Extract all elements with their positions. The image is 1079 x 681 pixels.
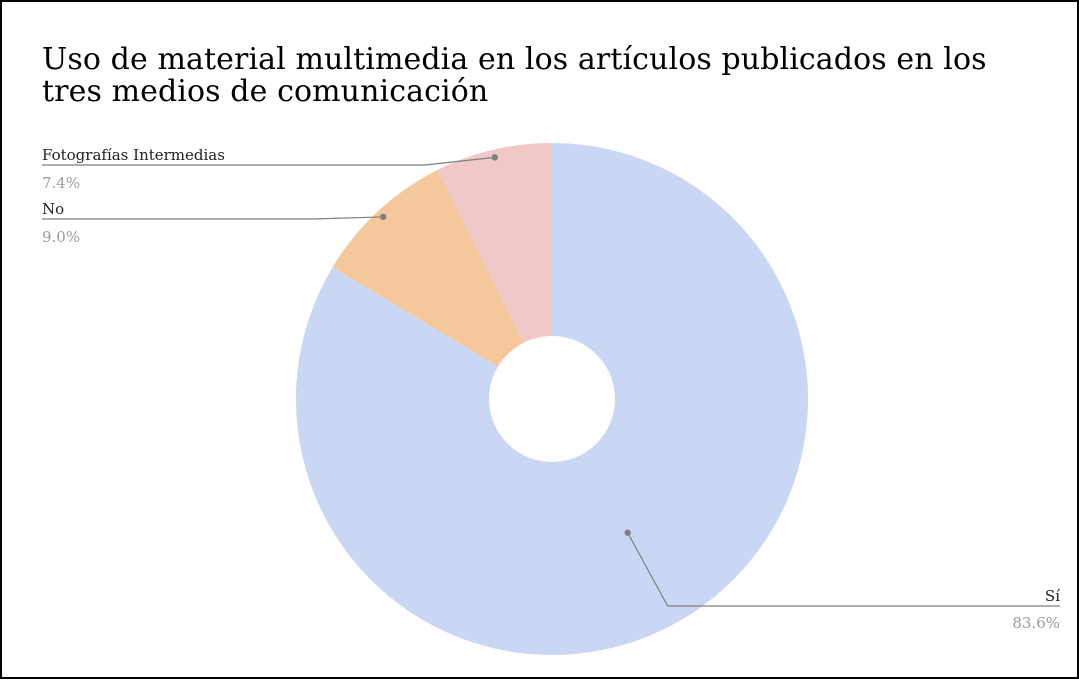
leader-line-3 xyxy=(42,156,495,166)
leader-dot-1 xyxy=(624,529,631,536)
leader-line-1 xyxy=(627,532,1060,607)
slice-label-3: Fotografías Intermedias xyxy=(42,146,225,164)
slice-label-1: Sí xyxy=(1045,587,1060,605)
chart-title: Uso de material multimedia en los artícu… xyxy=(42,42,987,109)
slice-percent-3: 7.4% xyxy=(42,174,80,192)
slice-label-2: No xyxy=(42,200,64,218)
leader-line-2 xyxy=(42,216,384,220)
leader-dot-2 xyxy=(379,213,387,221)
pie-slice-3 xyxy=(437,143,552,399)
donut-hole xyxy=(489,336,615,462)
leader-dot-3 xyxy=(491,154,498,161)
slice-percent-1: 83.6% xyxy=(1012,614,1060,632)
pie-slice-2 xyxy=(332,170,552,399)
slice-percent-2: 9.0% xyxy=(42,228,80,246)
slice-labels: Sí 83.6% No 9.0% Fotografías Intermedias 7.4% xyxy=(42,146,1060,632)
